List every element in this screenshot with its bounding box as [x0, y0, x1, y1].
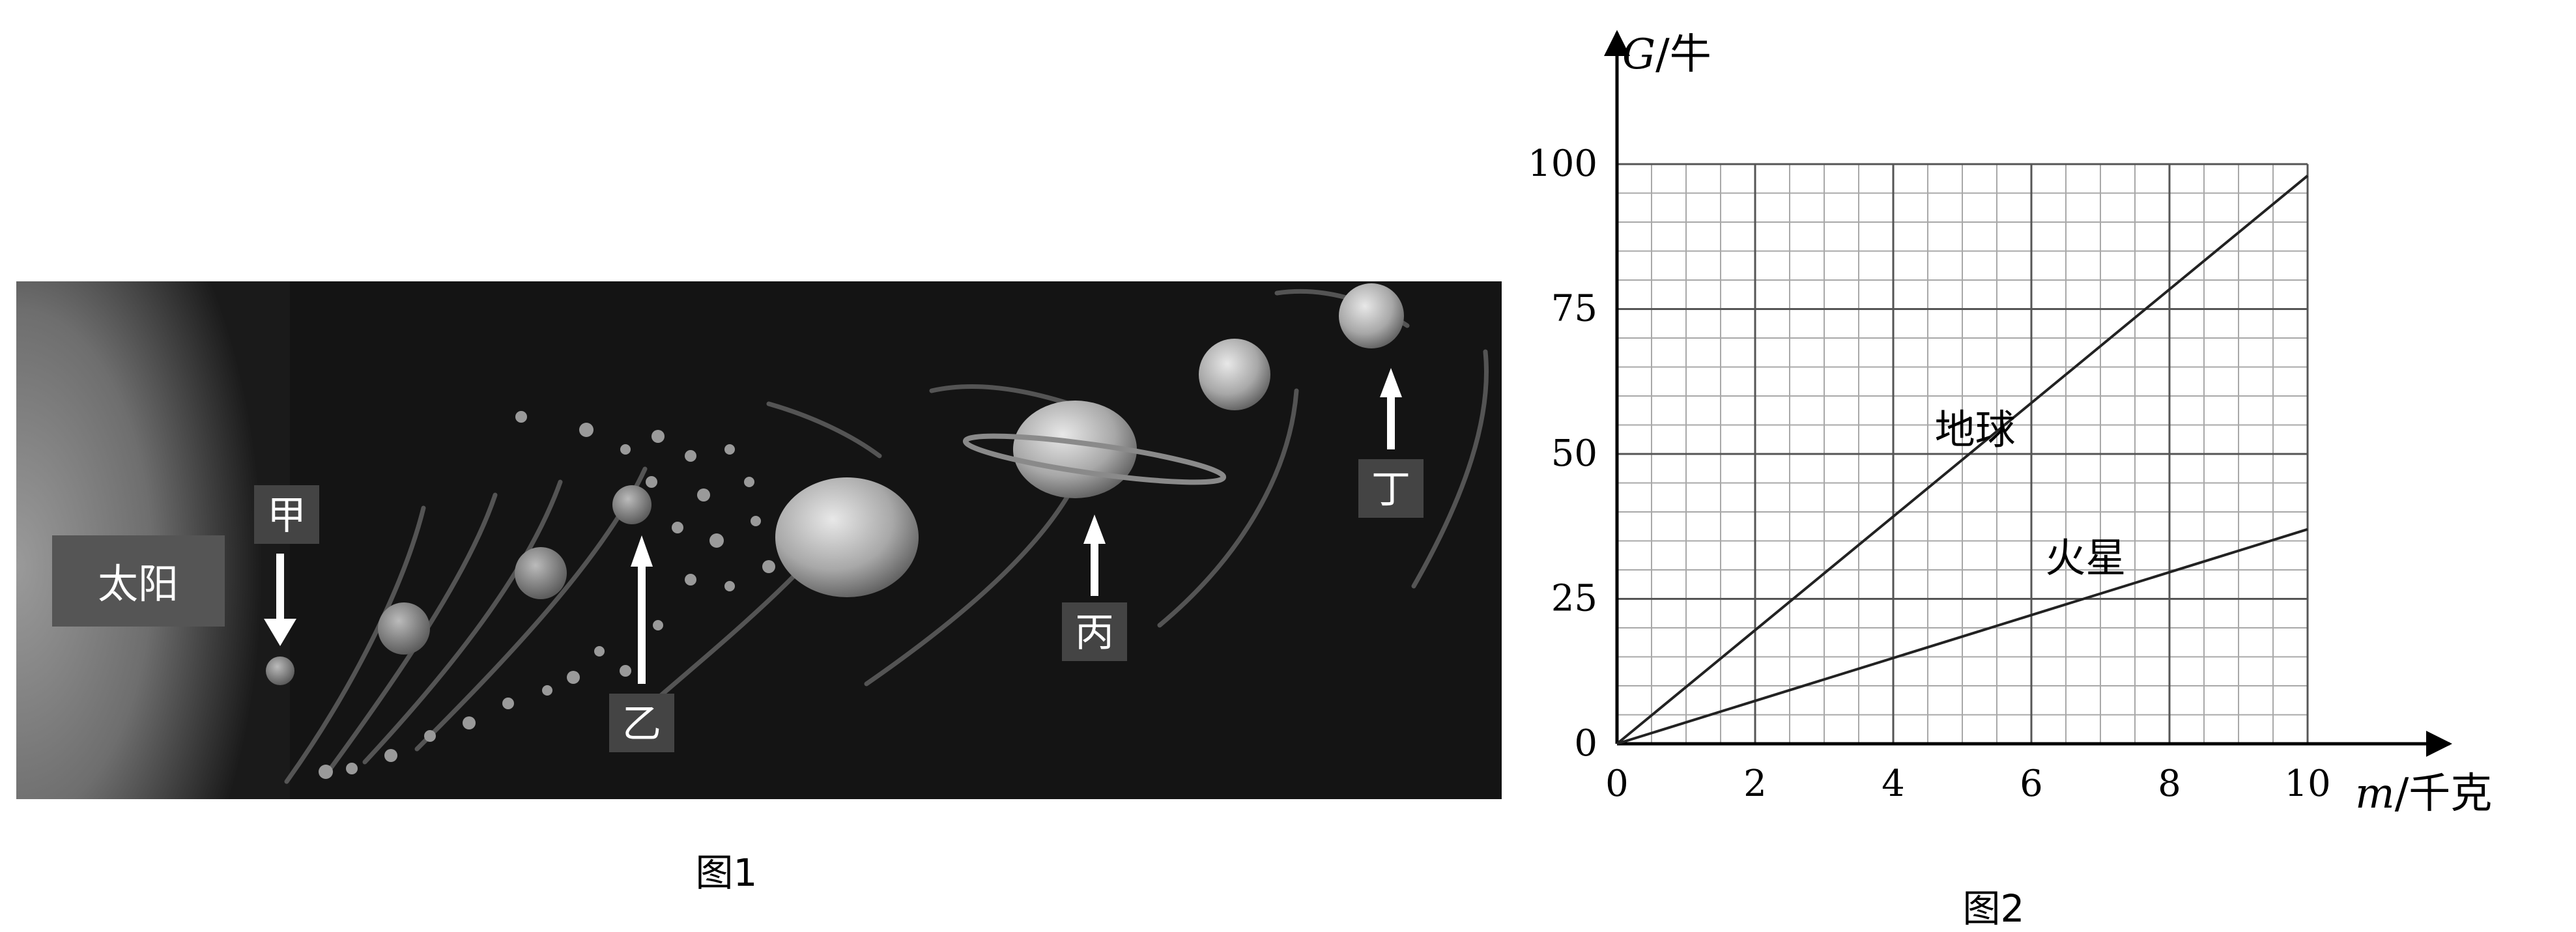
- solar-system-figure: 太阳 甲 乙 丙 丁: [16, 281, 1502, 799]
- x-tick-labels: 0 2 4 6 8 10: [1605, 763, 2330, 805]
- bing-label-box: [1062, 602, 1127, 661]
- x-tick-label: 0: [1605, 763, 1629, 805]
- series-line-1: [1616, 528, 2308, 745]
- series-label-0: 地球: [1935, 406, 2016, 453]
- y-tick-label: 100: [1528, 143, 1597, 185]
- y-tick-labels: 0 25 50 75 100: [1528, 143, 1597, 765]
- figure1-caption: 图1: [696, 851, 758, 895]
- x-tick-label: 10: [2284, 763, 2330, 805]
- y-tick-label: 50: [1551, 432, 1597, 475]
- sun-label: 太阳: [98, 560, 179, 608]
- x-tick-label: 6: [2020, 763, 2043, 805]
- planet-jupiter: [775, 477, 919, 597]
- sun-label-box: [52, 535, 225, 627]
- y-tick-label: 0: [1574, 722, 1597, 765]
- planet-uranus: [1199, 339, 1270, 410]
- jia-label-box: [254, 485, 319, 544]
- figure2-caption: 图2: [1963, 886, 2025, 931]
- y-tick-label: 25: [1551, 578, 1597, 620]
- ding-arrow: [1380, 368, 1402, 449]
- bing-label: 丙: [1075, 610, 1114, 656]
- planet-mars: [612, 485, 651, 524]
- series-label-1: 火星: [2045, 534, 2126, 582]
- planet-venus: [378, 602, 430, 655]
- x-axis-title: m/千克: [2355, 770, 2492, 818]
- yi-label: 乙: [622, 701, 661, 747]
- planet-earth: [515, 547, 567, 599]
- x-tick-label: 8: [2158, 763, 2181, 805]
- ding-label-box: [1358, 459, 1424, 518]
- y-axis-title: G/牛: [1622, 31, 1711, 79]
- y-tick-label: 75: [1551, 288, 1597, 330]
- yi-label-box: [609, 694, 674, 752]
- yi-arrow: [631, 535, 653, 684]
- jia-arrow: [264, 554, 296, 646]
- bing-arrow: [1083, 515, 1106, 596]
- planet-neptune: [1339, 283, 1404, 348]
- series-lines: [1616, 175, 2309, 745]
- series-line-0: [1616, 175, 2309, 745]
- asteroid-belt: [319, 411, 775, 779]
- x-tick-label: 2: [1743, 763, 1767, 805]
- planet-mercury: [266, 657, 294, 685]
- planet-saturn: [962, 401, 1227, 498]
- ding-label: 丁: [1371, 467, 1410, 513]
- x-tick-label: 4: [1882, 763, 1905, 805]
- jia-label: 甲: [267, 493, 306, 539]
